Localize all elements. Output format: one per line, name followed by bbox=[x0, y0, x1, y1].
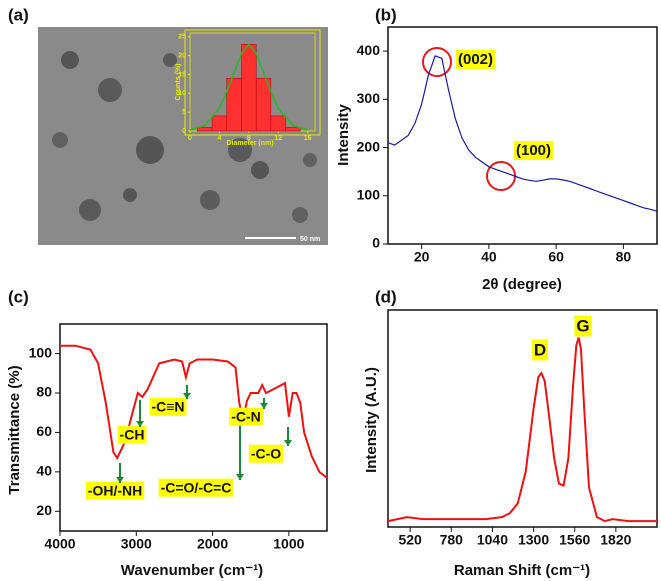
tem-image bbox=[38, 27, 328, 245]
arrow-head bbox=[260, 403, 268, 409]
fit-curve bbox=[189, 43, 308, 131]
axes-frame bbox=[387, 26, 658, 245]
bar bbox=[197, 126, 213, 132]
x-tick-label: 780 bbox=[440, 532, 464, 548]
annotation: G bbox=[576, 316, 589, 335]
annotation: (002) bbox=[458, 51, 493, 68]
label-highlight bbox=[158, 478, 234, 497]
x-tick-label: 0 bbox=[188, 135, 192, 142]
x-axis-label: Wavenumber (cm⁻¹) bbox=[121, 562, 263, 579]
arrow-head bbox=[284, 440, 292, 446]
x-tick-label: 4 bbox=[217, 135, 221, 142]
x-tick-label: 1000 bbox=[273, 536, 304, 552]
y-tick-label: 15 bbox=[178, 71, 186, 78]
x-axis-label: 2θ (degree) bbox=[482, 276, 562, 293]
annotation: -CH bbox=[120, 427, 145, 443]
x-tick-label: 3000 bbox=[121, 536, 152, 552]
annotation: -C-O bbox=[251, 446, 281, 462]
label-highlight bbox=[85, 481, 145, 500]
circles bbox=[422, 47, 516, 191]
x-tick-label: 520 bbox=[398, 532, 422, 548]
line bbox=[60, 344, 328, 479]
x-tick-label: 8 bbox=[247, 135, 251, 142]
panel-label: (b) bbox=[375, 5, 397, 24]
label-highlight bbox=[117, 425, 147, 444]
arrow-head bbox=[236, 474, 244, 480]
bar bbox=[255, 77, 272, 132]
annotation: D bbox=[534, 340, 546, 359]
line bbox=[387, 337, 657, 523]
annotation: (100) bbox=[516, 142, 551, 159]
bar bbox=[285, 126, 301, 132]
y-tick-label: 80 bbox=[36, 384, 52, 400]
bar bbox=[211, 115, 228, 132]
y-tick-label: 200 bbox=[357, 138, 381, 154]
annotation: -OH/-NH bbox=[88, 483, 142, 499]
bar bbox=[241, 44, 257, 132]
arrow-head bbox=[116, 477, 124, 483]
y-axis-label: Intensity (A.U.) bbox=[363, 367, 380, 473]
panel-label: (a) bbox=[8, 5, 29, 24]
label-highlight bbox=[456, 49, 496, 69]
x-axis-label: Diameter (nm) bbox=[226, 140, 273, 147]
y-axis-label: Transmittance (%) bbox=[6, 365, 23, 494]
label-highlight bbox=[574, 315, 592, 337]
x-tick-label: 1300 bbox=[518, 532, 549, 548]
y-tick-label: 5 bbox=[182, 109, 186, 116]
y-tick-label: 60 bbox=[36, 423, 52, 439]
label-highlight bbox=[229, 407, 263, 426]
x-tick-label: 16 bbox=[304, 135, 312, 142]
y-tick-label: 400 bbox=[357, 42, 381, 58]
line bbox=[387, 55, 658, 212]
x-tick-label: 1040 bbox=[477, 532, 508, 548]
arrow-head bbox=[136, 421, 144, 427]
y-tick-label: 100 bbox=[29, 344, 53, 360]
y-tick-label: 100 bbox=[357, 186, 381, 202]
x-tick-label: 2000 bbox=[197, 536, 228, 552]
y-tick-label: 20 bbox=[178, 52, 186, 59]
arrow-head bbox=[183, 393, 191, 399]
label-highlight bbox=[149, 397, 187, 416]
x-tick-label: 12 bbox=[274, 135, 282, 142]
y-tick-label: 20 bbox=[36, 502, 52, 518]
x-tick-label: 20 bbox=[414, 249, 430, 265]
x-tick-label: 4000 bbox=[44, 536, 75, 552]
annotation: -C≡N bbox=[151, 399, 184, 415]
x-tick-label: 80 bbox=[616, 249, 632, 265]
panel-label: (d) bbox=[375, 287, 397, 306]
y-axis-label: Counts (%) bbox=[175, 64, 182, 101]
label-highlight bbox=[248, 444, 284, 463]
annotation: -C=O/-C=C bbox=[161, 480, 232, 496]
bar bbox=[270, 115, 286, 132]
y-tick-label: 25 bbox=[178, 34, 186, 41]
y-axis-label: Intensity bbox=[335, 104, 352, 166]
x-tick-label: 1820 bbox=[600, 532, 631, 548]
label-highlight bbox=[531, 339, 549, 361]
x-tick-label: 40 bbox=[481, 249, 497, 265]
y-tick-label: 10 bbox=[178, 90, 186, 97]
x-axis-label: Raman Shift (cm⁻¹) bbox=[454, 562, 590, 579]
axes-frame bbox=[59, 323, 328, 532]
x-tick-label: 1560 bbox=[559, 532, 590, 548]
scale-bar-label: 50 nm bbox=[300, 236, 320, 243]
y-tick-label: 0 bbox=[372, 235, 380, 251]
axes-frame bbox=[387, 309, 658, 528]
label-highlight bbox=[514, 140, 554, 160]
y-tick-label: 40 bbox=[36, 463, 52, 479]
annotation: -C-N bbox=[231, 409, 261, 425]
y-tick-label: 300 bbox=[357, 90, 381, 106]
panel-label: (c) bbox=[8, 287, 29, 306]
y-tick-label: 0 bbox=[182, 128, 186, 135]
x-tick-label: 60 bbox=[548, 249, 564, 265]
